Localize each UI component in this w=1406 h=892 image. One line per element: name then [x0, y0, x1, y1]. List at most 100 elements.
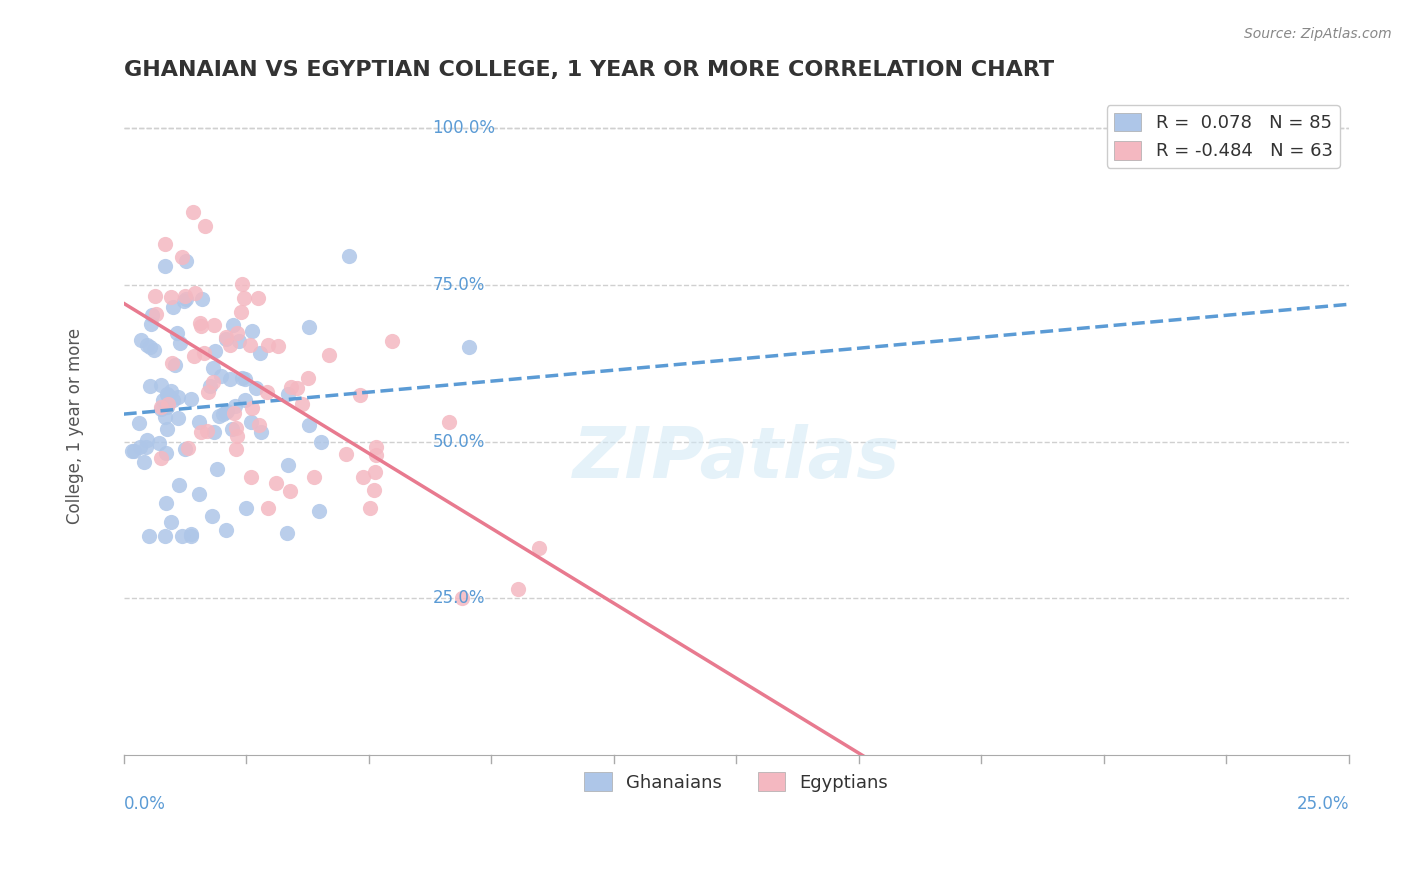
Point	[245, 381, 267, 395]
Point	[256, 337, 278, 351]
Point	[155, 496, 177, 510]
Point	[308, 504, 330, 518]
Point	[298, 320, 321, 334]
Point	[217, 404, 239, 418]
Point	[128, 440, 150, 454]
Point	[145, 307, 167, 321]
Point	[180, 529, 202, 543]
Point	[197, 384, 219, 399]
Point	[266, 475, 288, 490]
Point	[162, 356, 184, 370]
Point	[298, 418, 321, 433]
Point	[156, 387, 179, 401]
Point	[152, 393, 174, 408]
Point	[215, 329, 238, 343]
Point	[231, 371, 253, 385]
Point	[229, 305, 252, 319]
Point	[160, 384, 183, 399]
Text: 25.0%: 25.0%	[433, 590, 485, 607]
Point	[167, 391, 190, 405]
Point	[527, 541, 550, 555]
Point	[167, 477, 190, 491]
Point	[143, 343, 166, 358]
Point	[162, 392, 184, 407]
Point	[202, 425, 225, 439]
Point	[169, 335, 191, 350]
Text: ZIPatlas: ZIPatlas	[572, 425, 900, 493]
Point	[129, 333, 152, 347]
Point	[302, 470, 325, 484]
Text: 0.0%: 0.0%	[124, 795, 166, 813]
Point	[134, 455, 156, 469]
Point	[149, 400, 172, 414]
Legend: Ghanaians, Egyptians: Ghanaians, Egyptians	[578, 765, 896, 799]
Point	[508, 582, 530, 596]
Point	[138, 340, 160, 354]
Point	[228, 334, 250, 348]
Point	[339, 249, 361, 263]
Point	[155, 410, 177, 425]
Point	[150, 401, 173, 416]
Point	[162, 300, 184, 314]
Point	[202, 318, 225, 333]
Point	[277, 458, 299, 473]
Point	[180, 392, 202, 406]
Text: 75.0%: 75.0%	[433, 276, 485, 293]
Text: College, 1 year or more: College, 1 year or more	[66, 328, 84, 524]
Point	[200, 379, 222, 393]
Point	[201, 360, 224, 375]
Point	[205, 462, 228, 476]
Point	[174, 442, 197, 456]
Point	[309, 434, 332, 449]
Point	[170, 529, 193, 543]
Point	[222, 318, 245, 332]
Point	[202, 376, 225, 390]
Point	[135, 440, 157, 454]
Point	[349, 388, 371, 402]
Point	[176, 292, 198, 306]
Point	[176, 441, 198, 455]
Point	[160, 290, 183, 304]
Point	[278, 483, 301, 498]
Point	[173, 289, 195, 303]
Point	[141, 317, 163, 331]
Point	[181, 205, 204, 219]
Point	[214, 332, 236, 346]
Point	[159, 515, 181, 529]
Point	[297, 370, 319, 384]
Point	[215, 405, 238, 419]
Point	[153, 529, 176, 543]
Point	[187, 487, 209, 501]
Point	[359, 501, 381, 516]
Point	[153, 259, 176, 273]
Text: 25.0%: 25.0%	[1296, 795, 1348, 813]
Point	[190, 318, 212, 333]
Point	[150, 450, 173, 465]
Point	[233, 291, 256, 305]
Point	[190, 425, 212, 439]
Point	[224, 406, 246, 420]
Point	[239, 338, 262, 352]
Point	[233, 372, 256, 386]
Point	[285, 381, 308, 395]
Point	[124, 444, 146, 458]
Point	[150, 377, 173, 392]
Point	[173, 294, 195, 309]
Point	[121, 443, 143, 458]
Point	[276, 525, 298, 540]
Point	[153, 236, 176, 251]
Point	[135, 433, 157, 447]
Point	[201, 509, 224, 524]
Point	[352, 470, 374, 484]
Point	[235, 501, 257, 516]
Point	[239, 415, 262, 429]
Point	[224, 400, 246, 414]
Point	[174, 253, 197, 268]
Text: 100.0%: 100.0%	[433, 119, 495, 136]
Point	[194, 219, 217, 233]
Point	[249, 345, 271, 359]
Point	[180, 527, 202, 541]
Point	[267, 339, 290, 353]
Point	[209, 368, 232, 383]
Point	[226, 429, 249, 443]
